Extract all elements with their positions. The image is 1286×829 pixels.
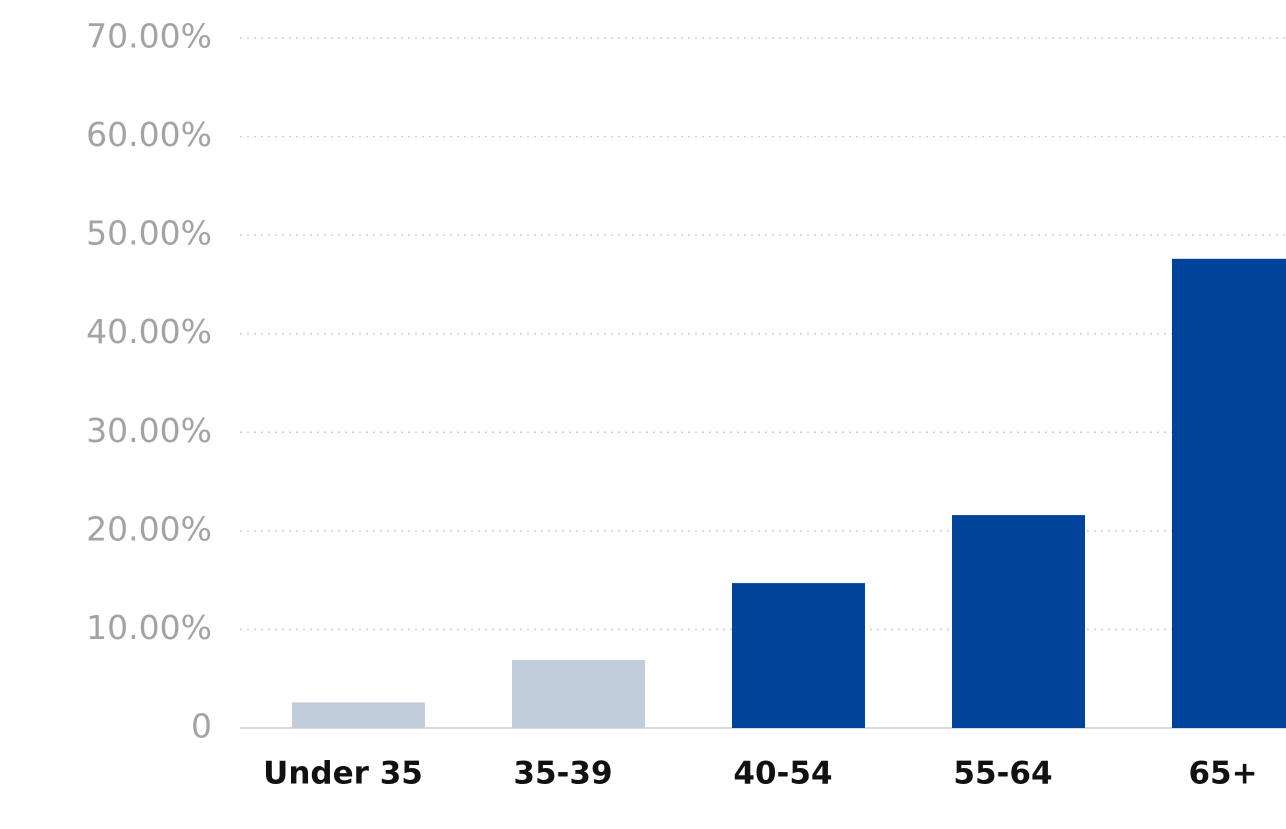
- bar: [292, 702, 425, 728]
- x-tick-label: 65+: [1188, 756, 1257, 792]
- bar: [732, 583, 865, 728]
- y-tick-label: 50.00%: [86, 214, 212, 253]
- x-tick-label: 40-54: [733, 756, 832, 792]
- x-tick-label: 35-39: [513, 756, 612, 792]
- bar: [1172, 258, 1286, 728]
- y-tick-label: 40.00%: [86, 312, 212, 351]
- x-tick-label: 55-64: [953, 756, 1052, 792]
- bar: [952, 515, 1085, 728]
- y-tick-label: 20.00%: [86, 509, 212, 548]
- y-tick-label: 60.00%: [86, 115, 212, 154]
- y-tick-label: 0: [191, 707, 212, 746]
- y-tick-label: 70.00%: [86, 17, 212, 56]
- y-tick-label: 10.00%: [86, 608, 212, 647]
- x-tick-label: Under 35: [263, 756, 423, 792]
- y-tick-label: 30.00%: [86, 411, 212, 450]
- bar: [512, 659, 645, 728]
